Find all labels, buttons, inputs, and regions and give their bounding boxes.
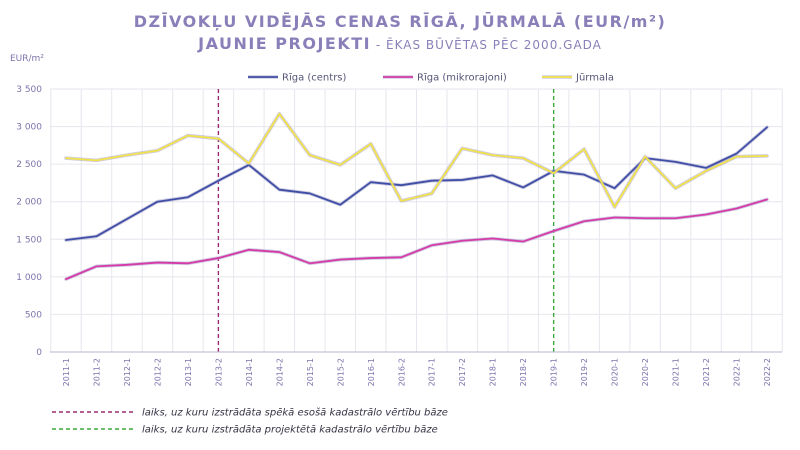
- chart-subtitle-main: JAUNIE PROJEKTI: [197, 34, 371, 53]
- x-tick-label: 2016-1: [367, 358, 376, 386]
- x-tick-label: 2013-1: [184, 358, 193, 386]
- x-tick-label: 2014-1: [245, 358, 254, 386]
- series-line: [65, 198, 768, 281]
- x-tick-label: 2017-1: [428, 358, 437, 386]
- axis-layer: 0 500 1 000 1 500 2 000 2 500 3 000 3 500 2011-1…: [16, 85, 782, 386]
- x-tick-label: 2015-1: [306, 358, 315, 386]
- chart-subtitle-tail: - ĒKAS BŪVĒTAS PĒC 2000.GADA: [371, 38, 602, 52]
- legend-label: Rīga (mikrorajoni): [417, 73, 507, 84]
- x-tick-label: 2020-1: [611, 358, 620, 386]
- y-tick-label: 500: [25, 310, 42, 320]
- x-tick-label: 2015-2: [336, 358, 345, 386]
- y-axis-label: EUR/m²: [10, 54, 44, 64]
- x-tick-label: 2018-2: [519, 358, 528, 386]
- series-line: [65, 112, 768, 208]
- series-layer: [64, 111, 769, 281]
- y-tick-label: 0: [36, 348, 42, 358]
- x-tick-label: 2014-2: [275, 358, 284, 386]
- x-tick-label: 2022-2: [763, 358, 772, 386]
- grid-layer: [50, 88, 783, 352]
- annotation-notes: laiks, uz kuru izstrādāta spēkā esošā ka…: [52, 407, 448, 436]
- series-line: [65, 126, 768, 241]
- x-tick-label: 2020-2: [641, 358, 650, 386]
- x-tick-label: 2018-1: [489, 358, 498, 386]
- x-tick-label: 2022-1: [733, 358, 742, 386]
- chart-title: DZĪVOKĻU VIDĒJĀS CENAS RĪGĀ, JŪRMALĀ (EU…: [134, 11, 667, 31]
- y-tick-label: 1 000: [16, 273, 42, 283]
- y-tick-label: 3 500: [16, 85, 42, 95]
- x-tick-label: 2016-2: [397, 358, 406, 386]
- x-tick-label: 2012-1: [123, 358, 132, 386]
- x-tick-label: 2021-1: [672, 358, 681, 386]
- annotation-layer: [217, 89, 555, 352]
- note-label: laiks, uz kuru izstrādāta spēkā esošā ka…: [142, 407, 448, 419]
- chart-subtitle: JAUNIE PROJEKTI - ĒKAS BŪVĒTAS PĒC 2000.…: [197, 34, 602, 53]
- x-tick-label: 2011-1: [62, 358, 71, 386]
- x-tick-label: 2012-2: [153, 358, 162, 386]
- y-tick-label: 2 000: [16, 198, 42, 208]
- x-tick-label: 2017-2: [458, 358, 467, 386]
- x-tick-label: 2021-2: [702, 358, 711, 386]
- legend-label: Rīga (centrs): [282, 73, 347, 84]
- legend-label: Jūrmala: [575, 73, 614, 84]
- y-tick-label: 1 500: [16, 235, 42, 245]
- x-tick-label: 2013-2: [214, 358, 223, 386]
- legend: Rīga (centrs) Rīga (mikrorajoni) Jūrmala: [248, 73, 614, 84]
- note-label: laiks, uz kuru izstrādāta projektētā kad…: [142, 425, 438, 436]
- x-tick-label: 2019-1: [550, 358, 559, 386]
- y-tick-label: 2 500: [16, 160, 42, 170]
- x-tick-label: 2019-2: [580, 358, 589, 386]
- x-tick-label: 2011-2: [92, 358, 101, 386]
- y-tick-label: 3 000: [16, 123, 42, 133]
